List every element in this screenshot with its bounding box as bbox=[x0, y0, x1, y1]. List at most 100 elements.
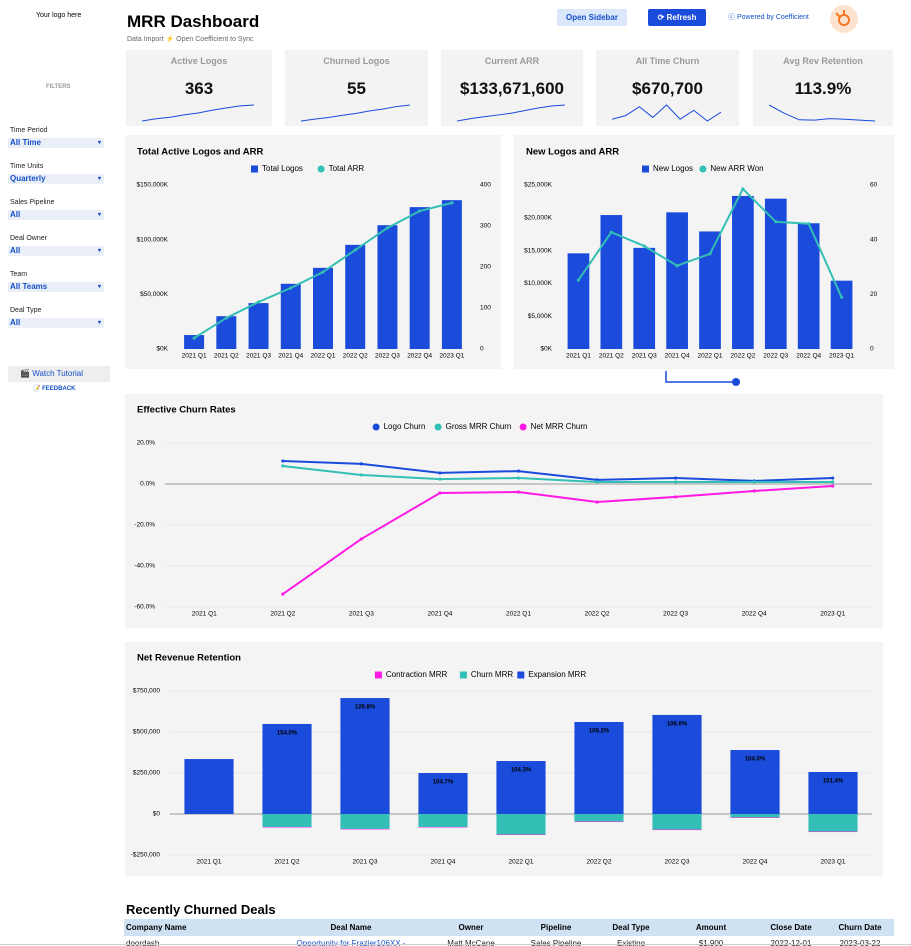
kpi-label: Current ARR bbox=[484, 56, 540, 66]
bar bbox=[808, 772, 858, 814]
bar bbox=[574, 814, 624, 822]
point bbox=[831, 480, 835, 484]
column-header: Amount bbox=[695, 923, 727, 932]
kpi-label: Avg Rev Retention bbox=[783, 56, 863, 66]
legend-marker bbox=[459, 671, 467, 679]
bar bbox=[441, 200, 462, 349]
y-tick-label: $150,000K bbox=[137, 182, 169, 189]
table-header bbox=[124, 919, 894, 936]
tutorial-text[interactable]: Watch Tutorial bbox=[32, 369, 84, 378]
point bbox=[674, 480, 678, 484]
filter-dropdown[interactable]: All bbox=[8, 318, 104, 328]
filter-dropdown[interactable]: All bbox=[8, 210, 104, 220]
bar bbox=[313, 267, 333, 349]
feedback-text[interactable]: FEEDBACK bbox=[42, 386, 76, 392]
y2-tick-label: 0 bbox=[870, 346, 874, 353]
y-tick-label: 0.0% bbox=[140, 481, 155, 488]
divider bbox=[0, 944, 911, 945]
feedback-link[interactable]: 📝 FEEDBACK bbox=[33, 386, 76, 392]
connector bbox=[665, 371, 740, 386]
bar bbox=[496, 814, 546, 835]
bar-label: 126.8% bbox=[355, 705, 376, 711]
filter-dropdown[interactable]: All Teams bbox=[8, 282, 104, 292]
bar bbox=[633, 247, 656, 349]
open-sidebar-button[interactable]: Open Sidebar bbox=[557, 9, 627, 26]
y2-tick-label: 40 bbox=[870, 236, 878, 243]
filter-dropdown[interactable]: All bbox=[8, 246, 104, 256]
y-tick-label: $50,000K bbox=[140, 291, 168, 298]
chart-title: Total Active Logos and ARR bbox=[137, 147, 263, 158]
legend-label: Gross MRR Churn bbox=[446, 422, 512, 431]
y-tick-label: $0K bbox=[156, 346, 168, 353]
table-cell: Sales Pipeline bbox=[530, 939, 582, 946]
tutorial-link[interactable]: 🎬 Watch Tutorial bbox=[20, 369, 84, 378]
point bbox=[807, 222, 811, 226]
x-tick-label: 2022 Q3 bbox=[663, 611, 688, 618]
kpi-value: $133,671,600 bbox=[460, 79, 564, 98]
sparkline bbox=[142, 104, 254, 122]
filter-label: Time Units bbox=[10, 163, 44, 170]
sparkline bbox=[457, 104, 565, 122]
y-tick-label: -40.0% bbox=[134, 563, 155, 570]
y-tick-label: -60.0% bbox=[134, 604, 155, 611]
bar bbox=[496, 761, 546, 814]
x-tick-label: 2021 Q4 bbox=[278, 353, 303, 360]
x-tick-label: 2022 Q1 bbox=[509, 859, 534, 866]
y-tick-label: $15,000K bbox=[524, 247, 552, 254]
x-tick-label: 2021 Q2 bbox=[599, 353, 624, 360]
point bbox=[839, 295, 844, 299]
x-tick-label: 2022 Q4 bbox=[742, 611, 767, 618]
bar bbox=[808, 814, 858, 832]
kpi-card: Churned Logos 55 bbox=[285, 50, 428, 126]
bar bbox=[184, 759, 234, 814]
bar bbox=[652, 714, 702, 814]
sparkline bbox=[612, 104, 721, 122]
point bbox=[281, 592, 285, 596]
bar bbox=[409, 207, 430, 349]
refresh-text[interactable]: Refresh bbox=[666, 13, 697, 22]
bar bbox=[262, 814, 312, 827]
x-tick-label: 2023 Q1 bbox=[821, 859, 846, 866]
y2-tick-label: 0 bbox=[480, 346, 484, 353]
bar bbox=[730, 814, 780, 818]
x-tick-label: 2022 Q2 bbox=[343, 353, 368, 360]
filter-dropdown[interactable]: All Time bbox=[8, 138, 104, 148]
hubspot-icon bbox=[830, 5, 858, 33]
table-cell: doordash bbox=[126, 939, 160, 946]
logo: Your logo here bbox=[36, 12, 82, 19]
bar-label: 106.6% bbox=[667, 722, 688, 728]
x-tick-label: 2021 Q1 bbox=[566, 353, 591, 360]
y-tick-label: $0K bbox=[540, 346, 552, 353]
x-tick-label: 2021 Q3 bbox=[246, 353, 271, 360]
column-header: Pipeline bbox=[540, 923, 572, 932]
legend-label: New ARR Won bbox=[710, 164, 763, 173]
sparkline-chart bbox=[612, 104, 721, 122]
legend-label: Logo Churn bbox=[384, 422, 426, 431]
bar-label: 154.0% bbox=[277, 731, 298, 737]
kpi-value: 363 bbox=[184, 79, 214, 98]
point bbox=[438, 471, 442, 475]
y-tick-label: $100,000K bbox=[137, 236, 169, 243]
tutorial-button[interactable] bbox=[8, 366, 110, 382]
legend-marker bbox=[372, 423, 380, 431]
powered-by-text[interactable]: Powered by Coefficient bbox=[736, 14, 809, 21]
filter-label: Team bbox=[10, 271, 28, 278]
kpi-card: Current ARR $133,671,600 bbox=[441, 50, 583, 126]
refresh-button[interactable]: ⟳ Refresh bbox=[648, 9, 706, 26]
powered-by[interactable]: ⓒ Powered by Coefficient bbox=[728, 14, 809, 21]
legend-marker bbox=[699, 165, 707, 173]
table-cell[interactable]: Opportunity for Frazier106XX - new bbox=[296, 939, 406, 946]
x-tick-label: 2021 Q4 bbox=[431, 859, 456, 866]
x-tick-label: 2021 Q4 bbox=[665, 353, 690, 360]
chart-background bbox=[125, 394, 883, 628]
legend-label: Contraction MRR bbox=[386, 670, 448, 679]
filter-label: Deal Owner bbox=[10, 235, 47, 242]
point bbox=[752, 480, 756, 484]
y2-tick-label: 100 bbox=[480, 305, 491, 312]
table-cell: Matt McCane bbox=[447, 939, 495, 946]
point bbox=[674, 476, 678, 480]
subtitle: Data Import ⚡ Open Coefficient to Sync bbox=[127, 36, 254, 43]
filter-dropdown[interactable]: Quarterly bbox=[8, 174, 104, 184]
table-cell: 2023-03-22 bbox=[839, 939, 881, 946]
y2-tick-label: 200 bbox=[480, 264, 491, 271]
